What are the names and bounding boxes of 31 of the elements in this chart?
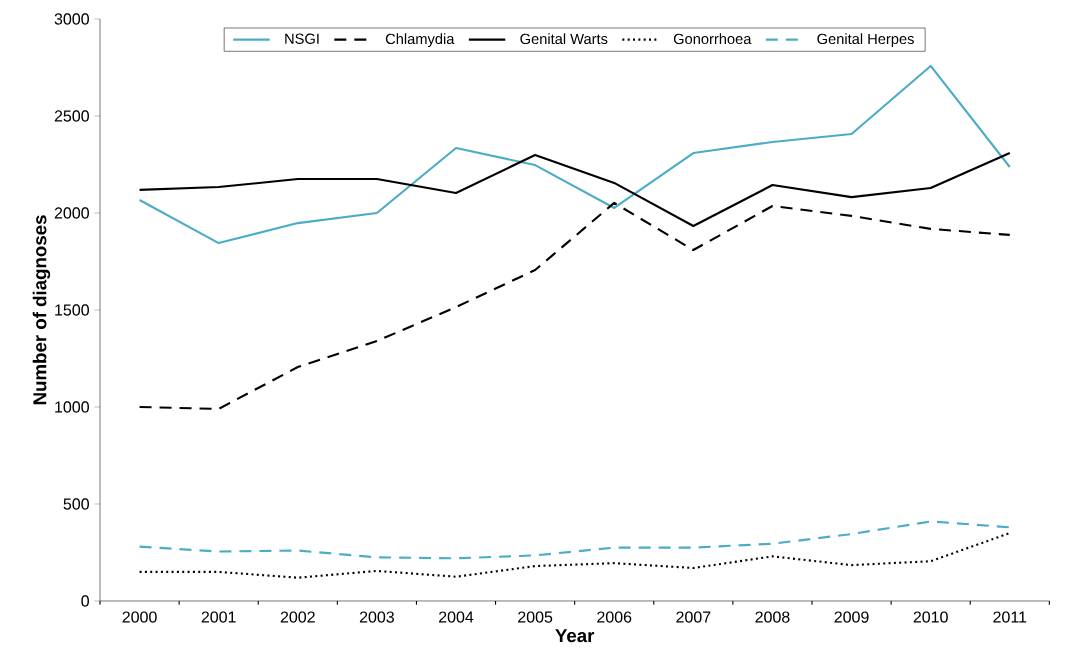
x-tick-label: 2007 (676, 611, 711, 623)
x-tick-label: 2006 (597, 611, 632, 623)
x-tick-label: 2004 (439, 611, 474, 623)
x-tick-label: 2002 (280, 611, 315, 623)
y-axis-title: Number of diagnoses (32, 215, 51, 405)
y-tick-label: 1500 (55, 304, 89, 316)
line-series (138, 64, 1011, 245)
y-tick-label: 2000 (54, 207, 89, 219)
line-series (138, 520, 1011, 560)
legend-label: Genital Herpes (817, 33, 914, 47)
x-tick-label: 2005 (518, 611, 553, 623)
x-tick-label: 2003 (359, 611, 394, 623)
line-series (138, 201, 1011, 410)
legend-label: Chlamydia (385, 33, 455, 47)
x-tick-label: 2008 (755, 611, 790, 623)
legend-label: NSGI (285, 33, 319, 44)
line-series (138, 532, 1011, 579)
x-tick-label: 2010 (913, 611, 948, 623)
legend-label: Gonorrhoea (673, 33, 752, 45)
y-tick-label: 500 (63, 498, 89, 510)
line-series (138, 151, 1011, 228)
legend-label: Genital Warts (520, 33, 608, 45)
x-tick-label: 2009 (834, 611, 869, 623)
y-tick-label: 1000 (55, 401, 89, 413)
y-tick-label: 2500 (54, 110, 89, 122)
y-tick-label: 3000 (54, 13, 89, 25)
y-tick-label: 0 (81, 595, 89, 607)
x-tick-label: 2011 (993, 611, 1027, 623)
x-tick-label: 2001 (201, 611, 236, 623)
x-axis-title: Year (555, 629, 595, 643)
x-tick-label: 2000 (122, 611, 157, 623)
